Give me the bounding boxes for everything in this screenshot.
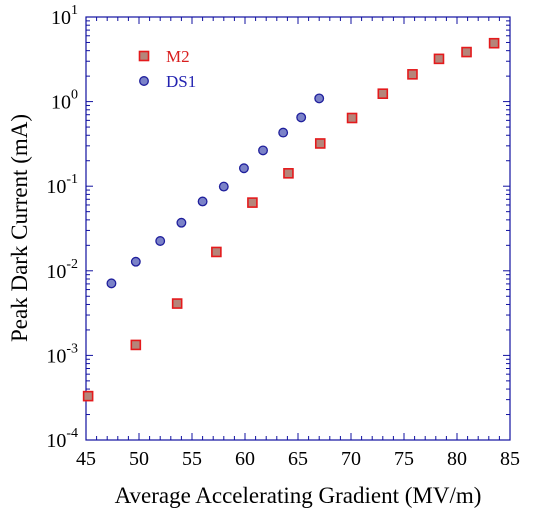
x-tick-label: 45 — [76, 448, 96, 470]
data-point-m2 — [461, 46, 472, 58]
x-tick-labels: 45 50 55 60 65 70 75 80 85 — [76, 448, 520, 470]
y-tick-exponent: -1 — [66, 172, 78, 187]
legend-label-m2: M2 — [166, 47, 190, 66]
x-tick-label: 55 — [182, 448, 202, 470]
y-tick-label: 10-1 — [46, 172, 78, 198]
legend-marker-m2 — [138, 50, 150, 62]
y-tick-label: 10-2 — [46, 257, 78, 283]
y-tick-base: 10 — [46, 176, 66, 198]
x-tick-label: 75 — [394, 448, 414, 470]
y-tick-exponent: -2 — [66, 257, 78, 272]
data-point-m2 — [247, 197, 258, 208]
data-point-ds1 — [155, 236, 166, 246]
legend-label-ds1: DS1 — [166, 72, 196, 91]
data-point-m2 — [171, 298, 183, 309]
plot-frame — [85, 16, 511, 441]
y-tick-exponent: -4 — [66, 426, 78, 441]
x-tick-label: 50 — [129, 448, 149, 470]
data-point-ds1 — [296, 112, 307, 123]
data-point-ds1 — [218, 181, 229, 192]
x-axis-label: Average Accelerating Gradient (MV/m) — [115, 483, 482, 508]
data-point-ds1 — [238, 163, 249, 174]
data-point-m2 — [314, 138, 326, 149]
data-point-m2 — [82, 390, 94, 402]
data-point-ds1 — [278, 127, 289, 138]
y-tick-base: 10 — [51, 7, 71, 29]
y-tick-exponent: 0 — [71, 88, 78, 103]
data-point-ds1 — [314, 93, 325, 104]
y-tick-base: 10 — [46, 261, 66, 283]
data-points — [82, 37, 500, 402]
x-tick-label: 85 — [500, 448, 520, 470]
y-tick-label: 101 — [51, 3, 78, 29]
data-point-m2 — [488, 37, 500, 49]
data-point-m2 — [346, 112, 358, 124]
data-point-ds1 — [106, 278, 117, 289]
data-point-m2 — [211, 246, 222, 258]
data-point-m2 — [407, 69, 418, 80]
y-axis-label: Peak Dark Current (mA) — [7, 114, 32, 342]
x-tick-label: 65 — [288, 448, 308, 470]
y-tick-exponent: 1 — [71, 3, 78, 18]
axis-ticks — [85, 16, 511, 441]
data-point-m2 — [433, 53, 445, 65]
x-tick-label: 60 — [235, 448, 255, 470]
data-point-m2 — [130, 339, 142, 351]
data-point-ds1 — [176, 217, 187, 228]
data-point-m2 — [377, 88, 389, 99]
y-tick-base: 10 — [51, 92, 71, 114]
y-tick-label: 10-4 — [46, 426, 78, 452]
data-point-ds1 — [130, 256, 141, 267]
y-tick-exponent: -3 — [66, 341, 78, 356]
legend-marker-ds1 — [139, 76, 149, 86]
y-tick-base: 10 — [46, 430, 66, 452]
y-tick-label: 10-3 — [46, 341, 78, 367]
data-point-ds1 — [197, 196, 208, 207]
y-tick-base: 10 — [46, 345, 66, 367]
data-point-ds1 — [258, 145, 268, 156]
x-tick-label: 70 — [341, 448, 361, 470]
x-tick-label: 80 — [447, 448, 467, 470]
y-tick-label: 100 — [51, 88, 78, 114]
data-point-m2 — [283, 168, 294, 179]
